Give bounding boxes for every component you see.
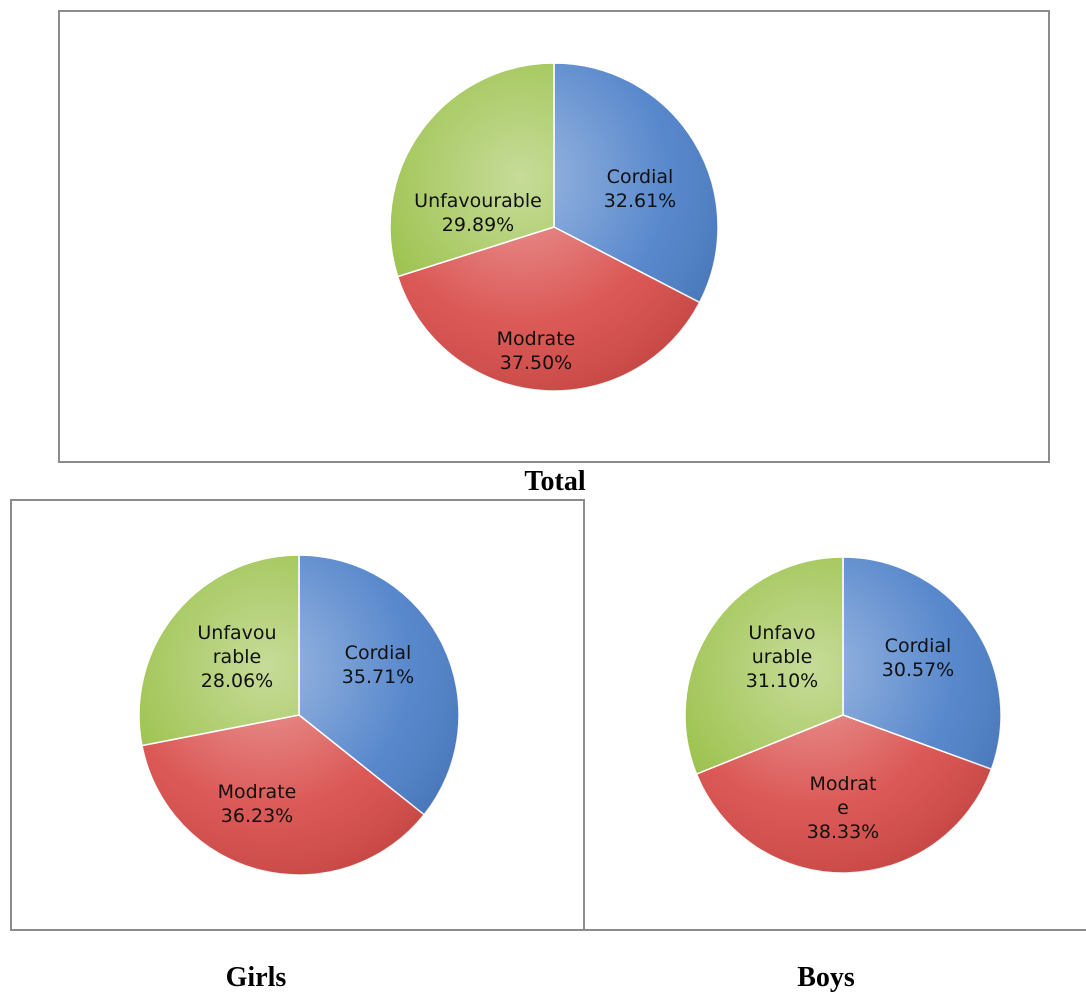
- total-pie: Cordial 32.61% Modrate 37.50% Unfavourable 29…: [389, 62, 719, 392]
- total-label-modrate: Modrate 37.50%: [497, 328, 576, 374]
- girls-pie: Cordial 35.71% Modrate 36.23% Unfavou rable 28…: [138, 554, 460, 876]
- total-label-cordial: Cordial 32.61%: [604, 166, 676, 212]
- boys-chart-frame-line: [585, 929, 1086, 931]
- boys-chart-title: Boys: [797, 962, 855, 993]
- girls-label-unfavourable: Unfavou rable 28.06%: [197, 622, 276, 692]
- boys-label-unfavourable: Unfavo urable 31.10%: [746, 622, 818, 692]
- boys-pie: Cordial 30.57% Modrat e 38.33% Unfavo urable 31…: [684, 556, 1002, 874]
- boys-label-modrate: Modrat e 38.33%: [807, 773, 879, 843]
- boys-label-cordial: Cordial 30.57%: [882, 635, 954, 681]
- girls-label-cordial: Cordial 35.71%: [342, 642, 414, 688]
- total-chart-title: Total: [524, 466, 586, 497]
- girls-chart-title: Girls: [225, 962, 287, 993]
- girls-label-modrate: Modrate 36.23%: [218, 781, 297, 827]
- total-label-unfavourable: Unfavourable 29.89%: [414, 190, 542, 236]
